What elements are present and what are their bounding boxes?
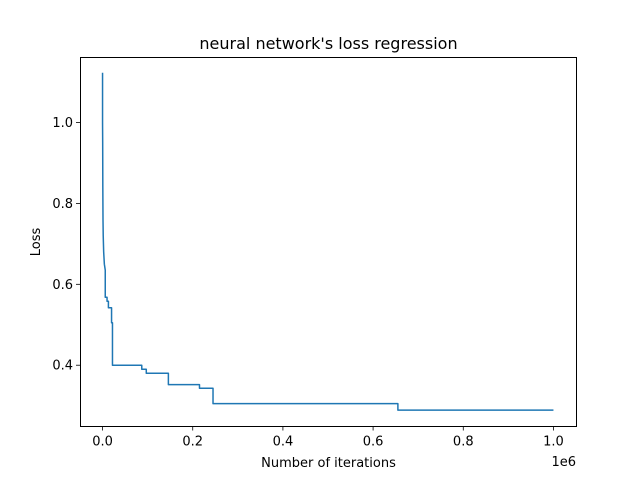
x-tick-label: 0.8 [453, 435, 474, 450]
y-tick-label: 0.8 [52, 197, 73, 212]
x-tick-label: 0.0 [92, 435, 113, 450]
x-tick-label: 0.2 [182, 435, 203, 450]
loss-series-line [101, 72, 554, 411]
x-axis-label: Number of iterations [261, 456, 396, 471]
plot-area [101, 72, 554, 411]
axes-frame [80, 57, 577, 427]
y-tick-label: 0.6 [52, 278, 73, 293]
y-tick-label: 1.0 [52, 116, 73, 131]
y-tick-label: 0.4 [52, 359, 73, 374]
y-axis: 0.4 0.6 0.8 1.0 [52, 116, 80, 374]
x-axis-offset-label: 1e6 [551, 455, 576, 470]
x-tick-label: 0.4 [273, 435, 294, 450]
x-axis: 0.0 0.2 0.4 0.6 0.8 1.0 [92, 426, 564, 450]
x-tick-label: 1.0 [543, 435, 564, 450]
x-tick-label: 0.6 [363, 435, 384, 450]
chart-title: neural network's loss regression [199, 34, 457, 53]
y-axis-label: Loss [29, 228, 44, 257]
